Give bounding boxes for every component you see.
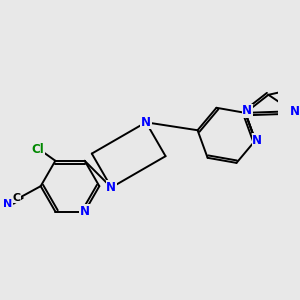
Text: C: C [12,193,20,203]
Text: N: N [80,205,90,218]
Text: N: N [252,134,262,147]
Text: N: N [242,104,252,117]
Text: N: N [3,199,13,209]
Text: N: N [106,181,116,194]
Text: N: N [141,116,151,129]
Text: Cl: Cl [32,142,44,155]
Text: N: N [290,105,300,118]
